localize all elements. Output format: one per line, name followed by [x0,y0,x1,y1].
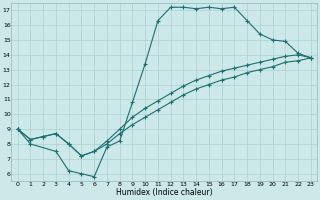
X-axis label: Humidex (Indice chaleur): Humidex (Indice chaleur) [116,188,212,197]
